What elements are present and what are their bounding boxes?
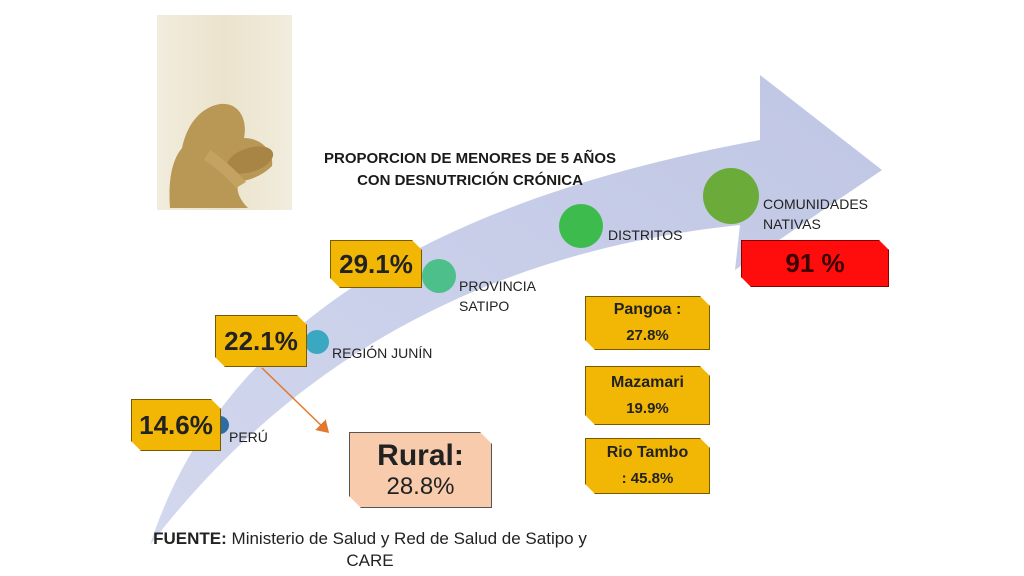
label-comunidades-line2: NATIVAS (763, 216, 821, 232)
junin-circle (305, 330, 329, 354)
peru-value-note: 14.6% (131, 399, 221, 451)
district-name: Pangoa : (613, 301, 682, 318)
junin-value: 22.1% (224, 325, 298, 356)
label-peru: PERÚ (229, 429, 268, 445)
progress-arrow (150, 75, 882, 545)
satipo-circle (422, 259, 456, 293)
district-value: 27.8% (626, 327, 669, 344)
source-label: FUENTE: (153, 529, 227, 548)
rural-value: 28.8% (386, 473, 455, 500)
label-provincia-line2: SATIPO (459, 298, 510, 314)
district-note-mazamari: Mazamari 19.9% (585, 366, 710, 425)
comunidades-circle (703, 168, 759, 224)
rural-note: Rural: 28.8% (349, 432, 492, 508)
label-distritos: DISTRITOS (608, 227, 683, 243)
label-comunidades-nativas: COMUNIDADES NATIVAS (763, 194, 868, 234)
child-photo (157, 15, 292, 210)
junin-value-note: 22.1% (215, 315, 307, 367)
source-text: Ministerio de Salud y Red de Salud de Sa… (226, 529, 587, 548)
title-line-2: CON DESNUTRICIÓN CRÓNICA (357, 172, 583, 189)
source-text-line2: CARE (346, 551, 394, 570)
label-provincia-line1: PROVINCIA (459, 278, 537, 294)
comunidades-value-note: 91 % (741, 240, 889, 287)
district-value: 19.9% (626, 399, 669, 417)
distritos-circle (559, 204, 603, 248)
district-note-pangoa: Pangoa : 27.8% (585, 296, 710, 350)
district-note-rio-tambo: Rio Tambo : 45.8% (585, 438, 710, 494)
chart-title: PROPORCION DE MENORES DE 5 AÑOS CON DESN… (290, 148, 650, 192)
comunidades-value: 91 % (785, 248, 845, 278)
rural-label: Rural: (377, 439, 464, 472)
district-value: : 45.8% (621, 470, 674, 487)
label-provincia-satipo: PROVINCIA SATIPO (459, 276, 536, 316)
rural-pointer-arrow (261, 367, 330, 434)
source-note: FUENTE: Ministerio de Salud y Red de Sal… (150, 528, 590, 572)
district-name: Mazamari (611, 373, 684, 391)
title-line-1: PROPORCION DE MENORES DE 5 AÑOS (324, 150, 616, 167)
satipo-value-note: 29.1% (330, 240, 422, 288)
label-comunidades-line1: COMUNIDADES (763, 196, 869, 212)
peru-value: 14.6% (139, 409, 213, 440)
satipo-value: 29.1% (339, 248, 413, 279)
label-region-junin: REGIÓN JUNÍN (332, 345, 433, 361)
district-name: Rio Tambo (606, 444, 689, 461)
